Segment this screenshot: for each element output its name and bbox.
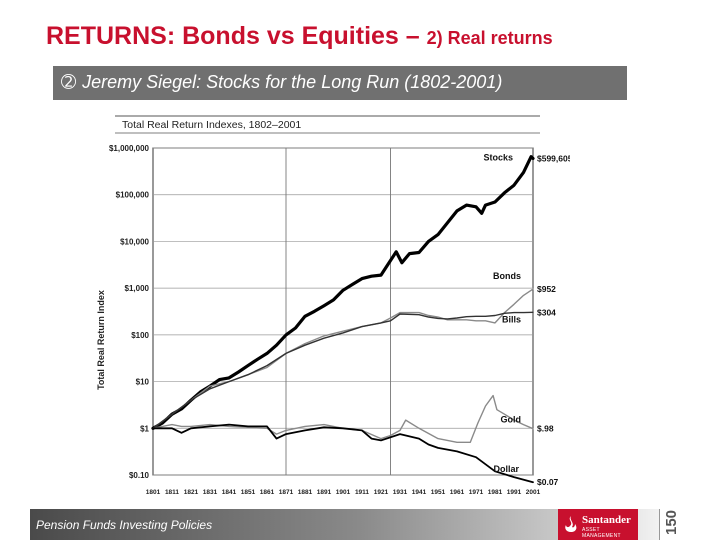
series-end-label-bonds: $952: [537, 284, 556, 294]
x-tick-label: 1921: [374, 489, 389, 496]
chart-grid: [115, 115, 540, 476]
x-tick-label: 1841: [222, 489, 237, 496]
series-end-label-dollar: $0.07: [537, 477, 559, 487]
x-tick-labels: 1801 1811 1821 1831 1841 1851 1861 1871 1881 1891…: [146, 489, 541, 496]
x-tick-label: 1891: [317, 489, 332, 496]
footer-text: Pension Funds Investing Policies: [36, 518, 213, 532]
series-name-stocks: Stocks: [483, 152, 513, 162]
y-tick-label: $100,000: [116, 191, 150, 200]
x-tick-label: 1931: [393, 489, 408, 496]
chart-series: [151, 155, 535, 484]
x-tick-label: 1881: [298, 489, 313, 496]
y-tick-label: $10,000: [120, 237, 149, 246]
y-tick-label: $1: [140, 424, 149, 433]
x-tick-label: 1861: [260, 489, 275, 496]
y-axis-label: Total Real Return Index: [96, 290, 106, 390]
y-tick-label: $100: [131, 331, 149, 340]
x-tick-label: 1831: [203, 489, 218, 496]
x-tick-label: 1951: [431, 489, 446, 496]
badge-text: 150: [663, 509, 680, 535]
y-tick-label: $1,000,000: [109, 144, 150, 153]
title-main: RETURNS: Bonds vs Equities –: [46, 22, 420, 50]
series-end-label-bills: $304: [537, 307, 556, 317]
series-labels: Stocks $599,605 Bonds $952 Bills $304 Gold $.98…: [483, 152, 570, 487]
x-tick-label: 1811: [165, 489, 179, 496]
x-tick-label: 1901: [336, 489, 351, 496]
x-tick-label: 1961: [450, 489, 465, 496]
series-end-label-stocks: $599,605: [537, 153, 570, 163]
x-tick-label: 1851: [241, 489, 256, 496]
subtitle-bar: ➁ Jeremy Siegel: Stocks for the Long Run …: [53, 66, 627, 100]
logo-name: Santander: [582, 514, 631, 526]
x-tick-label: 1911: [355, 489, 369, 496]
x-tick-label: 1821: [184, 489, 199, 496]
series-line-gold: [152, 394, 534, 443]
title-sub: 2) Real returns: [426, 28, 553, 48]
x-tick-label: 1941: [412, 489, 427, 496]
series-end-label-gold: $.98: [537, 424, 554, 434]
series-name-dollar: Dollar: [493, 464, 519, 474]
footer-bar: Pension Funds Investing Policies Santand…: [30, 509, 690, 540]
series-name-gold: Gold: [501, 415, 522, 425]
slide-title: RETURNS: Bonds vs Equities – 2) Real ret…: [46, 22, 553, 51]
circled-two-icon: ➁: [61, 72, 77, 92]
y-tick-label: $1,000: [125, 284, 150, 293]
x-tick-label: 1801: [146, 489, 161, 496]
anniversary-badge: 150: [659, 509, 690, 540]
series-line-dollar: [152, 423, 534, 484]
series-line-stocks: [151, 155, 535, 430]
series-line-bonds: [152, 288, 534, 429]
flame-icon: [565, 516, 577, 532]
series-name-bonds: Bonds: [493, 271, 521, 281]
x-tick-label: 1871: [279, 489, 294, 496]
subtitle-text: Jeremy Siegel: Stocks for the Long Run (…: [82, 72, 503, 92]
x-tick-label: 2001: [526, 489, 541, 496]
return-index-chart: $1,000,000 $100,000 $10,000 $1,000 $100 $10 $1…: [96, 115, 570, 496]
y-tick-labels: $1,000,000 $100,000 $10,000 $1,000 $100 $10 $1…: [109, 144, 150, 480]
series-line-bills: [152, 311, 534, 429]
x-tick-label: 1971: [469, 489, 484, 496]
santander-logo: Santander ASSET MANAGEMENT: [558, 509, 638, 540]
chart-title: Total Real Return Indexes, 1802–2001: [122, 119, 301, 131]
logo-subtext: ASSET MANAGEMENT: [582, 527, 621, 539]
y-tick-label: $10: [136, 378, 150, 387]
y-tick-label: $0.10: [129, 471, 150, 480]
series-name-bills: Bills: [502, 314, 521, 324]
x-tick-label: 1991: [507, 489, 522, 496]
x-tick-label: 1981: [488, 489, 503, 496]
